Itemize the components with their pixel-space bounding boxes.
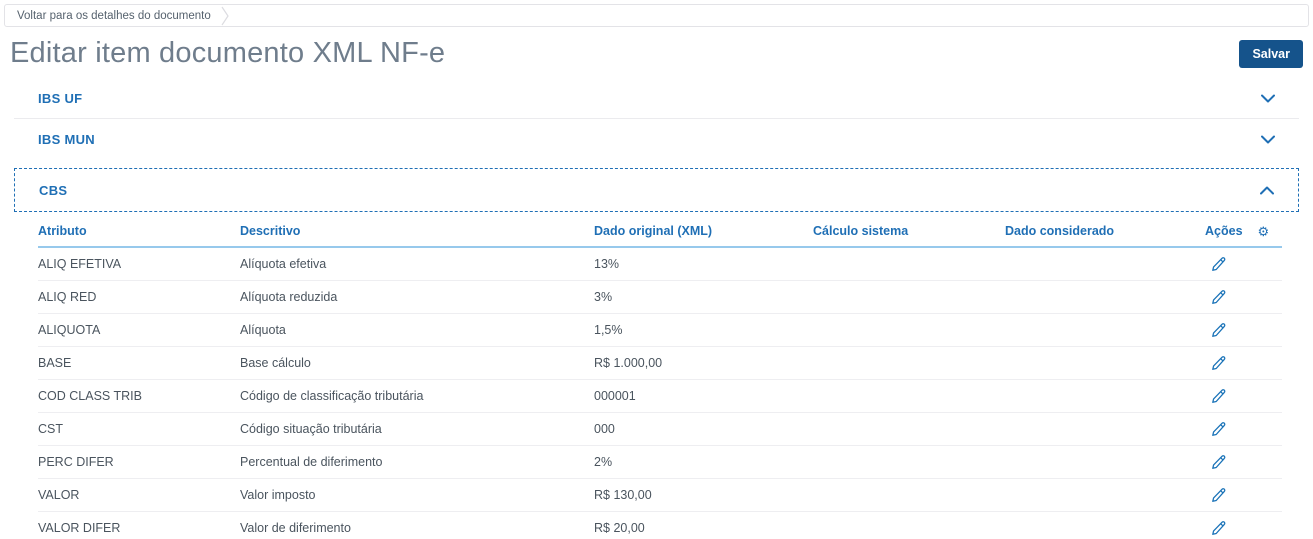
cell-dado-original: 3% bbox=[594, 290, 613, 304]
table-row: ALIQUOTA Alíquota 1,5% bbox=[38, 314, 1282, 347]
accordion-label: IBS UF bbox=[38, 90, 83, 106]
table-row: CST Código situação tributária 000 bbox=[38, 413, 1282, 446]
edit-pencil-icon[interactable] bbox=[1211, 454, 1227, 470]
accordion-ibs-mun[interactable]: IBS MUN bbox=[14, 119, 1299, 159]
cell-atributo: PERC DIFER bbox=[38, 455, 114, 469]
accordion-label: CBS bbox=[39, 182, 68, 198]
cell-atributo: COD CLASS TRIB bbox=[38, 389, 142, 403]
cell-atributo: VALOR bbox=[38, 488, 80, 502]
accordion-cbs[interactable]: CBS bbox=[15, 169, 1298, 211]
edit-pencil-icon[interactable] bbox=[1211, 322, 1227, 338]
column-header-atributo: Atributo bbox=[38, 224, 87, 238]
cell-descritivo: Percentual de diferimento bbox=[240, 455, 383, 469]
table-row: ALIQ EFETIVA Alíquota efetiva 13% bbox=[38, 248, 1282, 281]
cell-descritivo: Alíquota reduzida bbox=[240, 290, 338, 304]
table-row: BASE Base cálculo R$ 1.000,00 bbox=[38, 347, 1282, 380]
table-row: VALOR DIFER Valor de diferimento R$ 20,0… bbox=[38, 512, 1282, 539]
table-settings-gear-icon[interactable]: ⚙ bbox=[1257, 223, 1270, 239]
cell-atributo: ALIQUOTA bbox=[38, 323, 101, 337]
edit-pencil-icon[interactable] bbox=[1211, 256, 1227, 272]
column-header-dado-considerado: Dado considerado bbox=[1005, 224, 1115, 238]
cell-descritivo: Valor imposto bbox=[240, 488, 316, 502]
column-header-calculo-sistema: Cálculo sistema bbox=[813, 224, 909, 238]
cell-descritivo: Alíquota efetiva bbox=[240, 257, 327, 271]
cell-atributo: ALIQ RED bbox=[38, 290, 97, 304]
column-header-descritivo: Descritivo bbox=[240, 224, 301, 238]
accordion-label: IBS MUN bbox=[38, 131, 95, 147]
cell-atributo: CST bbox=[38, 422, 63, 436]
edit-pencil-icon[interactable] bbox=[1211, 388, 1227, 404]
cell-descritivo: Alíquota bbox=[240, 323, 286, 337]
cell-dado-original: 1,5% bbox=[594, 323, 623, 337]
accordion-cbs-focus-outline: CBS bbox=[14, 168, 1299, 212]
cell-dado-original: 000001 bbox=[594, 389, 636, 403]
table-row: VALOR Valor imposto R$ 130,00 bbox=[38, 479, 1282, 512]
table-header-row: Atributo Descritivo Dado original (XML) … bbox=[38, 216, 1282, 248]
acoes-label: Ações bbox=[1205, 224, 1243, 238]
attributes-table: Atributo Descritivo Dado original (XML) … bbox=[38, 216, 1282, 539]
column-header-dado-original: Dado original (XML) bbox=[594, 224, 713, 238]
cell-descritivo: Base cálculo bbox=[240, 356, 311, 370]
cell-dado-original: R$ 20,00 bbox=[594, 521, 645, 535]
chevron-up-icon bbox=[1260, 186, 1274, 195]
save-button[interactable]: Salvar bbox=[1239, 39, 1303, 68]
cell-atributo: ALIQ EFETIVA bbox=[38, 257, 122, 271]
edit-pencil-icon[interactable] bbox=[1211, 520, 1227, 536]
cell-dado-original: 2% bbox=[594, 455, 613, 469]
back-link[interactable]: Voltar para os detalhes do documento bbox=[17, 9, 211, 22]
cell-descritivo: Código de classificação tributária bbox=[240, 389, 424, 403]
page-header: Editar item documento XML NF-e Salvar bbox=[0, 27, 1313, 76]
edit-pencil-icon[interactable] bbox=[1211, 487, 1227, 503]
page-title: Editar item documento XML NF-e bbox=[10, 37, 446, 69]
column-header-acoes: Ações ⚙ bbox=[1205, 224, 1282, 238]
table-row: PERC DIFER Percentual de diferimento 2% bbox=[38, 446, 1282, 479]
edit-pencil-icon[interactable] bbox=[1211, 289, 1227, 305]
edit-pencil-icon[interactable] bbox=[1211, 421, 1227, 437]
cell-dado-original: 000 bbox=[594, 422, 615, 436]
accordion-ibs-uf[interactable]: IBS UF bbox=[14, 78, 1299, 118]
cell-dado-original: R$ 1.000,00 bbox=[594, 356, 663, 370]
chevron-down-icon bbox=[1261, 94, 1275, 103]
cell-descritivo: Valor de diferimento bbox=[240, 521, 351, 535]
table-row: ALIQ RED Alíquota reduzida 3% bbox=[38, 281, 1282, 314]
cell-atributo: VALOR DIFER bbox=[38, 521, 121, 535]
breadcrumb: Voltar para os detalhes do documento bbox=[4, 4, 1309, 27]
chevron-down-icon bbox=[1261, 135, 1275, 144]
cell-descritivo: Código situação tributária bbox=[240, 422, 382, 436]
table-body: ALIQ EFETIVA Alíquota efetiva 13% ALIQ R… bbox=[38, 248, 1282, 539]
cell-dado-original: 13% bbox=[594, 257, 620, 271]
cell-dado-original: R$ 130,00 bbox=[594, 488, 652, 502]
cell-atributo: BASE bbox=[38, 356, 72, 370]
edit-pencil-icon[interactable] bbox=[1211, 355, 1227, 371]
table-row: COD CLASS TRIB Código de classificação t… bbox=[38, 380, 1282, 413]
breadcrumb-separator-icon bbox=[221, 6, 229, 26]
accordion-area: IBS UF IBS MUN CBS bbox=[14, 78, 1299, 212]
section-divider bbox=[14, 118, 1299, 119]
